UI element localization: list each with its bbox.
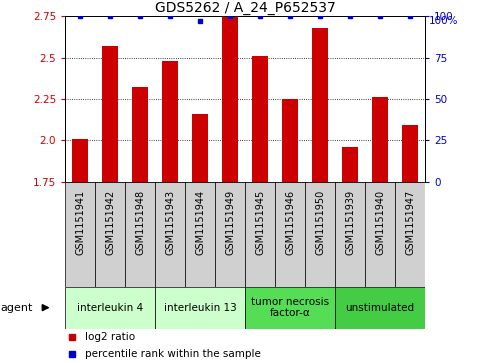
Bar <box>95 182 125 287</box>
Bar <box>312 28 328 182</box>
Bar <box>102 46 118 182</box>
Bar <box>215 182 245 287</box>
Text: tumor necrosis
factor-α: tumor necrosis factor-α <box>251 297 329 318</box>
Bar <box>125 182 155 287</box>
Text: GSM1151947: GSM1151947 <box>405 190 415 255</box>
Text: GSM1151940: GSM1151940 <box>375 190 385 255</box>
Bar <box>335 182 365 287</box>
Bar <box>162 61 178 182</box>
Text: GSM1151946: GSM1151946 <box>285 190 295 255</box>
Bar <box>305 182 335 287</box>
Text: interleukin 13: interleukin 13 <box>164 303 237 313</box>
Bar <box>155 287 245 329</box>
Text: GSM1151943: GSM1151943 <box>165 190 175 255</box>
Text: GSM1151941: GSM1151941 <box>75 190 85 255</box>
Text: GSM1151945: GSM1151945 <box>255 190 265 255</box>
Bar <box>342 147 358 182</box>
Bar <box>372 97 388 182</box>
Text: GSM1151948: GSM1151948 <box>135 190 145 255</box>
Text: agent: agent <box>0 303 33 313</box>
Text: unstimulated: unstimulated <box>345 303 414 313</box>
Text: GSM1151939: GSM1151939 <box>345 190 355 255</box>
Text: GSM1151944: GSM1151944 <box>195 190 205 255</box>
Bar <box>185 182 215 287</box>
Text: GSM1151949: GSM1151949 <box>225 190 235 255</box>
Bar <box>282 99 298 182</box>
Text: 100%: 100% <box>428 16 458 26</box>
Bar <box>65 287 155 329</box>
Bar <box>402 125 418 182</box>
Bar <box>335 287 425 329</box>
Bar <box>155 182 185 287</box>
Text: percentile rank within the sample: percentile rank within the sample <box>85 349 261 359</box>
Bar <box>72 139 88 182</box>
Title: GDS5262 / A_24_P652537: GDS5262 / A_24_P652537 <box>155 1 336 15</box>
Text: log2 ratio: log2 ratio <box>85 332 135 342</box>
Bar <box>132 87 148 182</box>
Text: GSM1151942: GSM1151942 <box>105 190 115 255</box>
Bar <box>245 182 275 287</box>
Bar <box>252 56 269 182</box>
Text: GSM1151950: GSM1151950 <box>315 190 325 255</box>
Bar <box>192 114 208 182</box>
Text: interleukin 4: interleukin 4 <box>77 303 143 313</box>
Bar <box>245 287 335 329</box>
Bar <box>275 182 305 287</box>
Bar <box>395 182 425 287</box>
Bar <box>222 16 239 182</box>
Bar <box>365 182 395 287</box>
Bar <box>65 182 95 287</box>
